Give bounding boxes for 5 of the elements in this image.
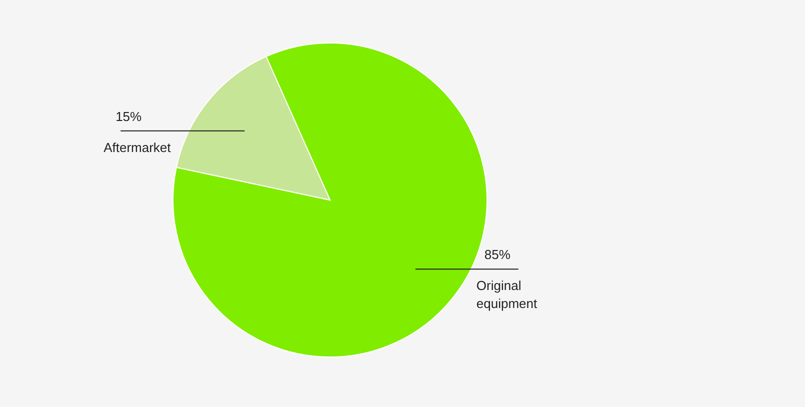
data-label: 15%	[116, 108, 142, 124]
data-label: 85%	[484, 247, 511, 262]
slice-label: Aftermarket	[104, 140, 172, 155]
slice-label: Original equipment	[476, 278, 538, 312]
pie-slice	[176, 56, 330, 200]
